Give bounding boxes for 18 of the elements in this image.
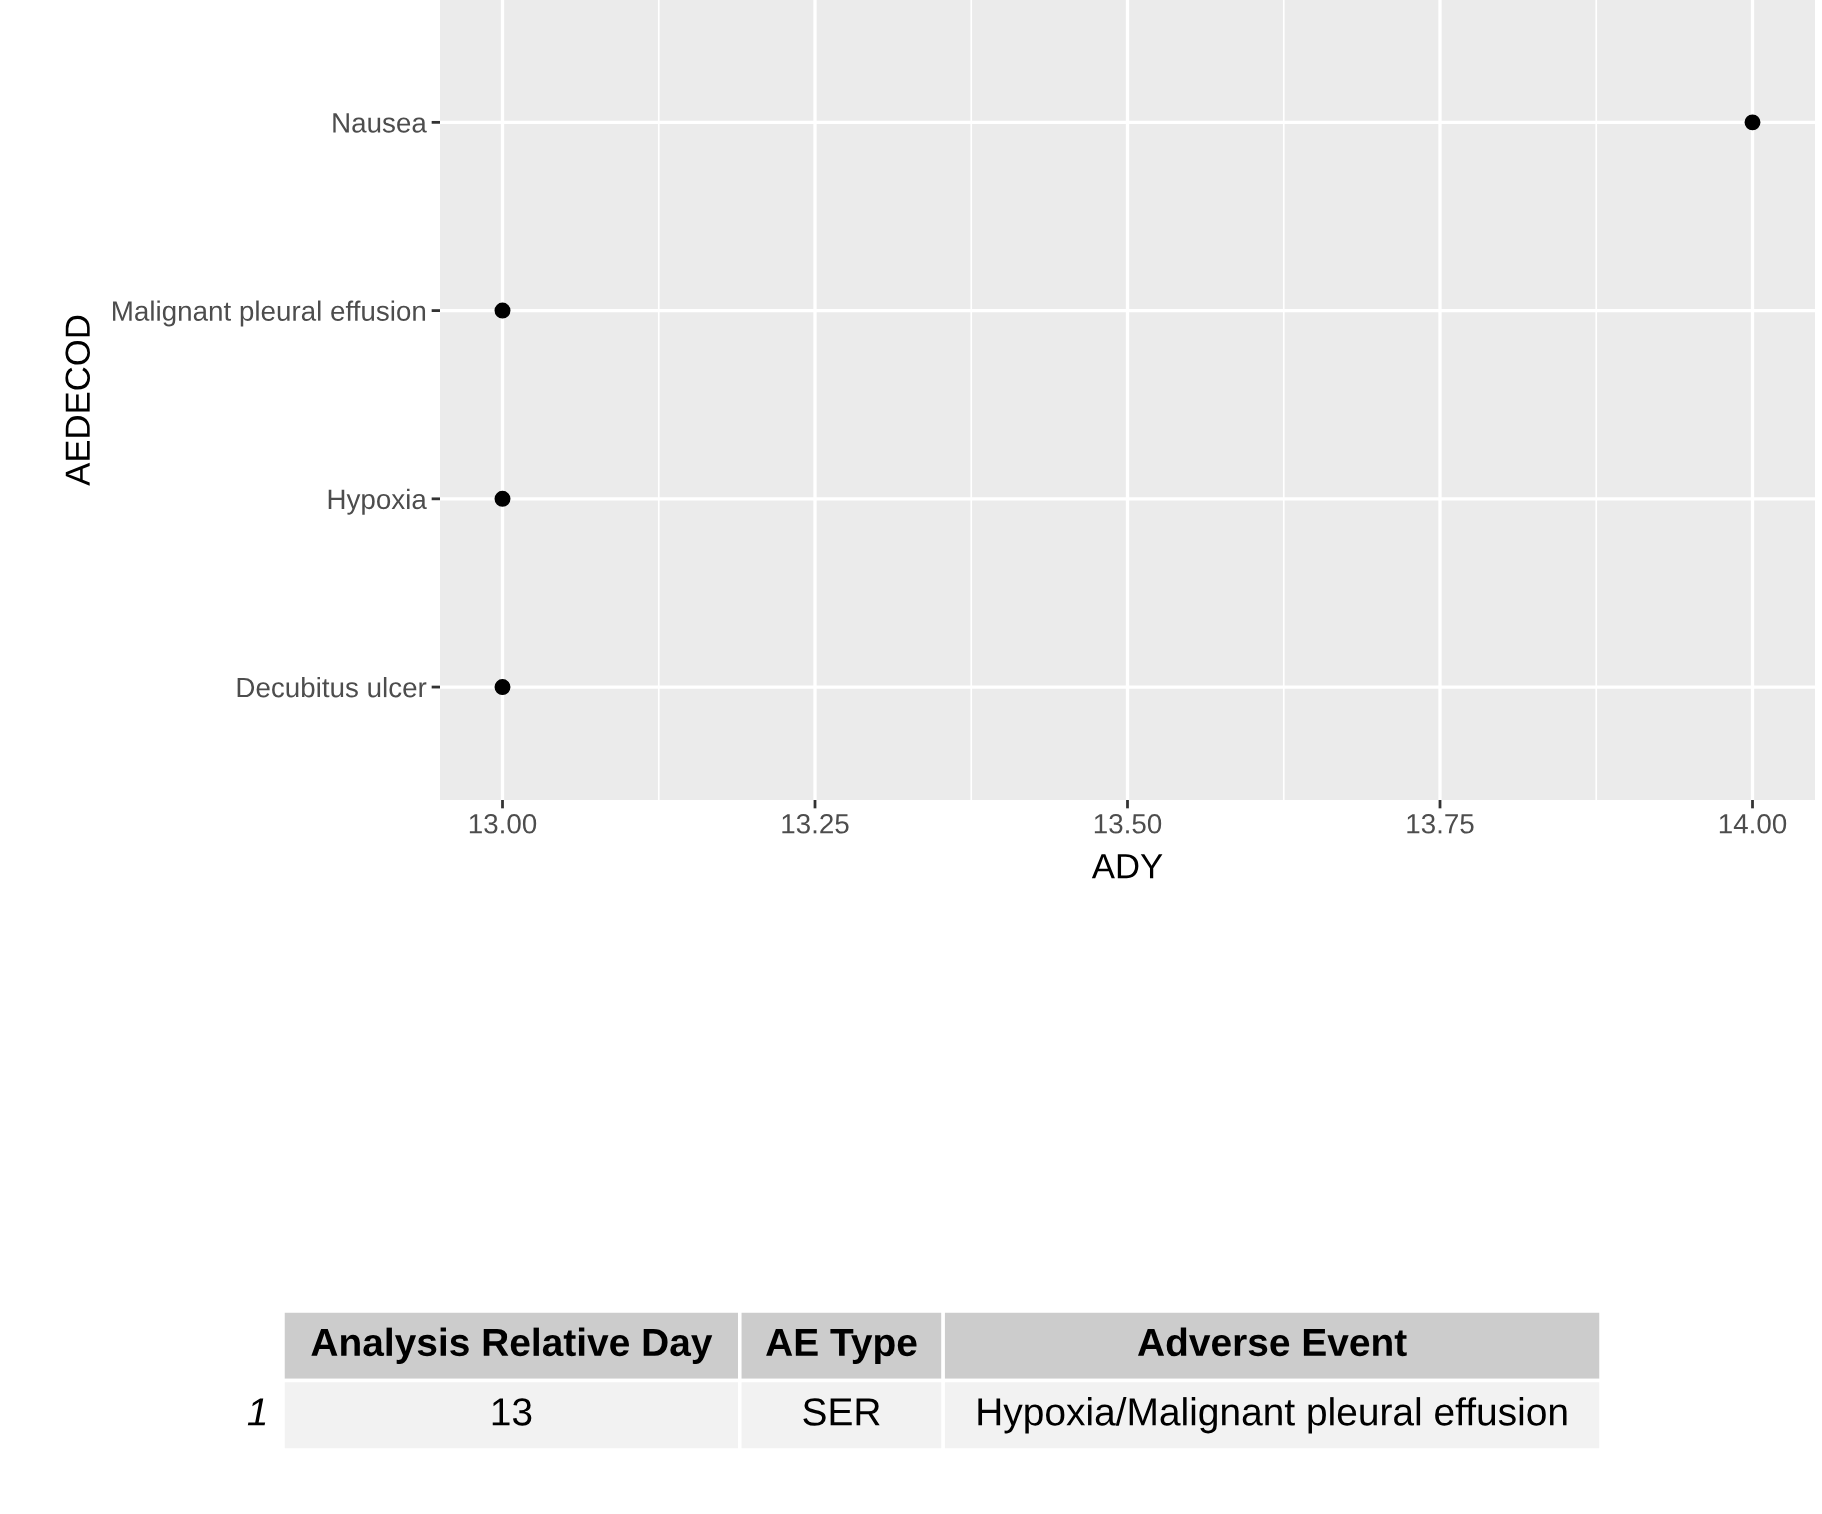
text: Adverse Event (1137, 1327, 1407, 1357)
y-axis-title: AEDECOD (65, 315, 91, 486)
text: 13 (492, 1398, 532, 1426)
x-tick-label: 13.25 (782, 813, 849, 834)
x-tick-label: 14.00 (1719, 813, 1787, 834)
x-tick-label: 13.50 (1094, 813, 1162, 834)
x-tick-label: 13.00 (469, 813, 537, 834)
text: 1 (247, 1398, 266, 1426)
text: Analysis Relative Day (311, 1327, 713, 1364)
y-tick-label: Nausea (333, 113, 427, 133)
y-tick-label: Decubitus ulcer (237, 676, 427, 698)
x-tick-label: 13.75 (1407, 813, 1474, 834)
text: SER (803, 1398, 880, 1426)
x-axis-title: ADY (1091, 854, 1163, 879)
y-tick-label: Hypoxia (328, 488, 427, 515)
y-tick-label: Malignant pleural effusion (113, 300, 426, 327)
text: Hypoxia/Malignant pleural effusion (978, 1397, 1567, 1434)
text: AE Type (766, 1329, 917, 1364)
